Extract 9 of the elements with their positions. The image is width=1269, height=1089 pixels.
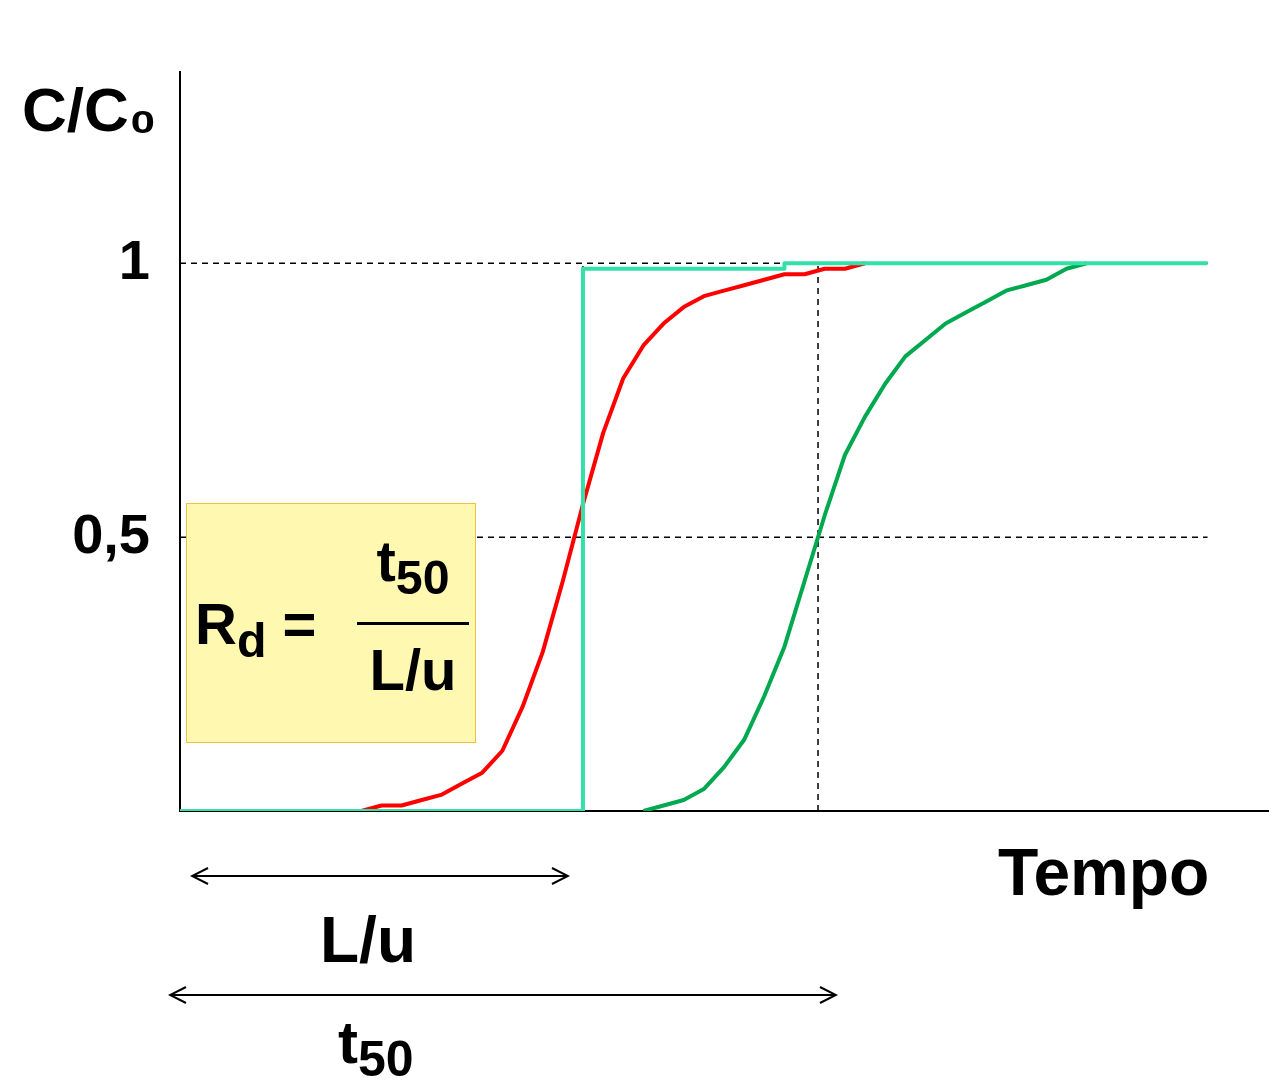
text: L/u [320,903,416,977]
annotation: t$_{50}$ [375,527,451,606]
text: t$_{50}$ [338,1008,414,1088]
annotation: R$_{d}$ = [195,590,317,668]
y-tick-label: 1 [118,227,150,291]
y-axis-title: C/C₀ [22,74,157,145]
x-axis-title: Tempo [998,834,1210,910]
y-tick-label: 0,5 [72,501,150,565]
annotation: L/u [368,635,458,704]
